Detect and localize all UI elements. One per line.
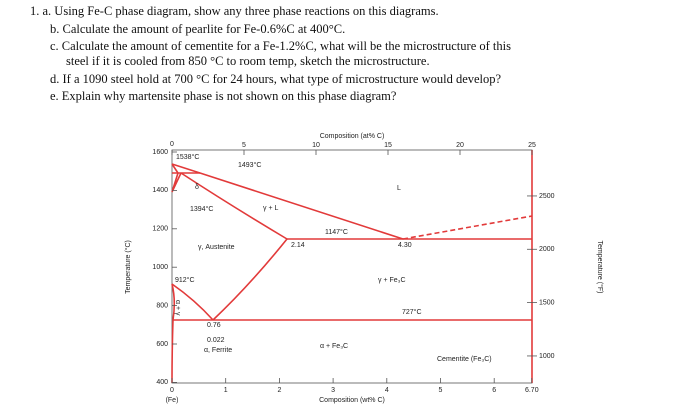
region-label: γ + L xyxy=(263,205,278,212)
right-tick-label: 1000 xyxy=(539,353,555,360)
top-tick-label: 25 xyxy=(528,142,536,149)
region-label: 1147°C xyxy=(325,228,348,236)
right-tick-label: 2500 xyxy=(539,193,555,200)
question: e. Explain why martensite phase is not s… xyxy=(50,89,397,103)
region-label: 1493°C xyxy=(238,161,261,169)
region-label: 912°C xyxy=(175,276,195,284)
region-label: α + γ xyxy=(174,300,181,316)
region-label: γ + Fe₃C xyxy=(378,277,406,284)
bottom-tick-label: 6.70 xyxy=(525,387,539,394)
top-tick-label: 5 xyxy=(242,142,246,149)
bottom-tick-label: 2 xyxy=(277,387,281,394)
origin-label: (Fe) xyxy=(166,397,179,404)
top-tick-label: 15 xyxy=(384,142,392,149)
right-tick-label: 2000 xyxy=(539,246,555,253)
region-label: α + Fe₃C xyxy=(320,343,348,350)
question: 1. a. Using Fe-C phase diagram, show any… xyxy=(30,4,439,18)
left-tick-label: 1200 xyxy=(152,226,168,233)
bottom-tick-label: 0 xyxy=(170,387,174,394)
bottom-tick-label: 6 xyxy=(492,387,496,394)
region-label: 2.14 xyxy=(291,242,305,249)
left-tick-label: 600 xyxy=(156,341,168,348)
region-label: 0.022 xyxy=(207,337,225,344)
region-label: 0.76 xyxy=(207,322,221,329)
right-tick-label: 1500 xyxy=(539,299,555,306)
region-label: α, Ferrite xyxy=(204,347,232,354)
bottom-tick-label: 4 xyxy=(385,387,389,394)
top-tick-label: 20 xyxy=(456,142,464,149)
top-tick-label: 10 xyxy=(312,142,320,149)
bottom-tick-label: 3 xyxy=(331,387,335,394)
question: c. Calculate the amount of cementite for… xyxy=(50,39,511,53)
region-label: L xyxy=(397,185,401,192)
region-label: 1538°C xyxy=(176,153,199,161)
axis-title: Temperature (°C) xyxy=(124,240,132,294)
axis-title: Temperature (°F) xyxy=(596,241,604,294)
region-label: 727°C xyxy=(402,308,422,316)
question-continued: steel if it is cooled from 850 °C to roo… xyxy=(66,54,430,68)
axis-title: Composition (at% C) xyxy=(320,133,385,140)
phase-boundaries xyxy=(171,150,533,384)
region-label: δ xyxy=(195,184,199,191)
left-tick-label: 400 xyxy=(156,379,168,386)
question: d. If a 1090 steel hold at 700 °C for 24… xyxy=(50,72,502,86)
left-tick-label: 1600 xyxy=(152,149,168,156)
region-label: Cementite (Fe₃C) xyxy=(437,356,492,363)
bottom-tick-label: 1 xyxy=(224,387,228,394)
top-tick-label: 0 xyxy=(170,141,174,148)
axis-title: Composition (wt% C) xyxy=(319,397,385,404)
region-label: 1394°C xyxy=(190,205,213,213)
left-tick-label: 1400 xyxy=(152,187,168,194)
question: b. Calculate the amount of pearlite for … xyxy=(50,22,346,36)
left-tick-label: 1000 xyxy=(152,264,168,271)
region-label: 4.30 xyxy=(398,242,412,249)
left-tick-label: 800 xyxy=(156,302,168,309)
region-label: γ, Austenite xyxy=(198,244,235,251)
bottom-tick-label: 5 xyxy=(439,387,443,394)
